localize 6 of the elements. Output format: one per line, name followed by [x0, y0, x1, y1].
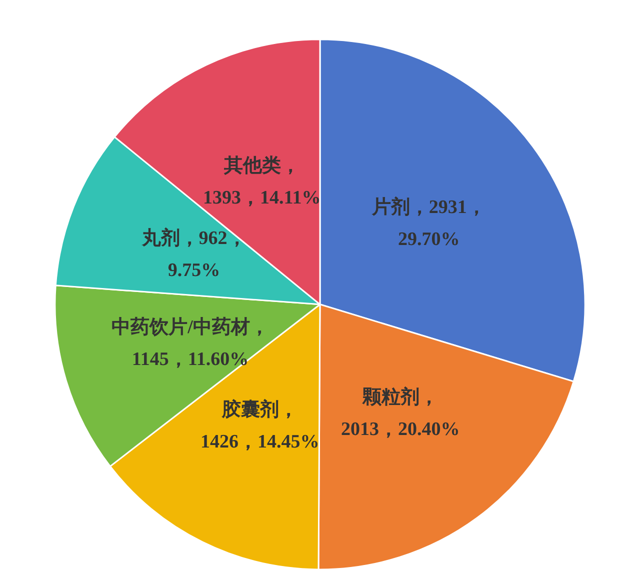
slice-label: 胶囊剂，1426，14.45%	[200, 398, 320, 452]
slice-label: 其他类，1393，14.11%	[203, 154, 321, 208]
slice-label: 片剂，2931，29.70%	[370, 196, 486, 250]
slice-label: 丸剂，962，9.75%	[140, 226, 246, 281]
slice-label: 颗粒剂，2013，20.40%	[341, 386, 460, 440]
slice-label: 中药饮片/中药材，1145，11.60%	[112, 316, 269, 370]
